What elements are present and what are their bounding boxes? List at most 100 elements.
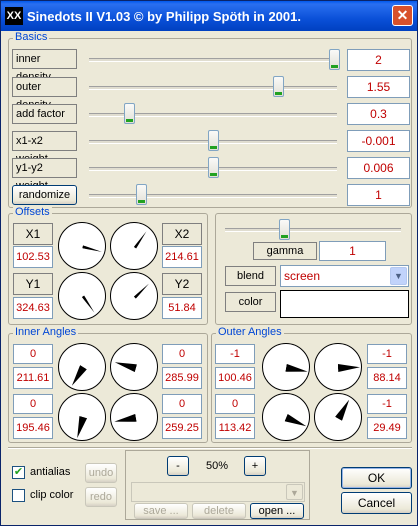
delete-button[interactable]: delete (192, 503, 246, 519)
outer-density-slider[interactable] (273, 76, 284, 97)
x1-dial-needle (82, 245, 102, 253)
y1-y2-weight-slider[interactable] (208, 157, 219, 178)
x1-dial[interactable] (58, 222, 106, 270)
y2-dial[interactable] (110, 272, 158, 320)
inner-top-left-small[interactable]: 0 (13, 344, 53, 364)
randomize-button[interactable]: randomize (12, 185, 77, 205)
zoom-in-button[interactable]: + (244, 456, 266, 476)
outer-top-right-value[interactable]: 88.14 (367, 367, 407, 389)
y2-label: Y2 (162, 273, 202, 295)
x1-x2-weight-label: x1-x2 weight (12, 131, 77, 165)
redo-button[interactable]: redo (85, 487, 117, 507)
title-bar[interactable]: XX Sinedots II V1.03 © by Philipp Spöth … (1, 1, 417, 31)
outer-bottom-right-dial[interactable] (314, 393, 362, 441)
inner-bottom-left-small[interactable]: 0 (13, 394, 53, 414)
outer-density-track[interactable] (89, 86, 337, 90)
outer-bottom-right-small[interactable]: -1 (367, 394, 407, 414)
y1-value[interactable]: 324.63 (13, 297, 53, 319)
gamma-value[interactable]: 1 (319, 241, 386, 261)
offsets-title: Offsets (13, 206, 52, 218)
outer-bottom-left-dial[interactable] (262, 393, 310, 441)
effects-group (215, 213, 412, 325)
color-swatch[interactable] (280, 290, 409, 318)
outer-bottom-left-value[interactable]: 113.42 (215, 417, 255, 439)
gamma-label: gamma (253, 242, 317, 260)
outer-top-left-dial[interactable] (262, 343, 310, 391)
outer-top-left-value[interactable]: 100.46 (215, 367, 255, 389)
outer-density-value[interactable]: 1.55 (347, 76, 410, 98)
inner-top-right-value[interactable]: 285.99 (162, 367, 202, 389)
y1-y2-weight-label: y1-y2 weight (12, 158, 77, 192)
add-factor-label: add factor (12, 104, 77, 124)
gamma-slider[interactable] (279, 219, 290, 240)
inner-top-right-dial[interactable] (110, 343, 158, 391)
undo-button[interactable]: undo (85, 463, 117, 483)
inner-density-slider[interactable] (329, 49, 340, 70)
outer-density-label: outer density (12, 77, 77, 111)
antialias-checkbox[interactable]: ✔ (12, 466, 25, 479)
outer-top-left-small[interactable]: -1 (215, 344, 255, 364)
zoom-out-button[interactable]: - (167, 456, 189, 476)
inner-density-value[interactable]: 2 (347, 49, 410, 71)
preset-select[interactable]: ▼ (131, 482, 305, 502)
y2-dial-needle (134, 283, 150, 299)
blend-select[interactable]: screen ▼ (280, 265, 409, 287)
outer-top-right-needle (338, 363, 360, 372)
y2-value[interactable]: 51.84 (162, 297, 202, 319)
y1-dial-needle (82, 295, 96, 313)
inner-bottom-left-value[interactable]: 195.46 (13, 417, 53, 439)
zoom-value: 50% (205, 460, 229, 472)
color-label: color (225, 292, 276, 312)
gamma-track[interactable] (225, 228, 401, 232)
inner-top-left-value[interactable]: 211.61 (13, 367, 53, 389)
outer-bottom-right-value[interactable]: 29.49 (367, 417, 407, 439)
inner-bottom-right-dial[interactable] (110, 393, 158, 441)
x2-value[interactable]: 214.61 (162, 246, 202, 268)
outer-top-right-small[interactable]: -1 (367, 344, 407, 364)
inner-bottom-left-needle (73, 416, 87, 439)
outer-bottom-left-small[interactable]: 0 (215, 394, 255, 414)
inner-density-label: inner density (12, 49, 77, 83)
ok-button[interactable]: OK (341, 467, 412, 489)
inner-bottom-right-needle (114, 414, 137, 426)
inner-top-right-small[interactable]: 0 (162, 344, 202, 364)
inner-bottom-left-dial[interactable] (58, 393, 106, 441)
inner-bottom-right-value[interactable]: 259.25 (162, 417, 202, 439)
preset-chevron-down-icon[interactable]: ▼ (286, 484, 303, 500)
blend-select-value: screen (284, 269, 321, 283)
cancel-button[interactable]: Cancel (341, 492, 412, 514)
x1-x2-weight-value[interactable]: -0.001 (347, 130, 410, 152)
outer-top-left-needle (285, 364, 308, 376)
open-button[interactable]: open ... (250, 503, 304, 519)
y1-y2-weight-value[interactable]: 0.006 (347, 157, 410, 179)
app-icon: XX (5, 7, 23, 25)
outer-bottom-left-needle (285, 414, 308, 430)
blend-label: blend (225, 266, 276, 286)
add-factor-track[interactable] (89, 113, 337, 117)
inner-density-track[interactable] (89, 58, 337, 62)
x2-label: X2 (162, 223, 202, 245)
x2-dial[interactable] (110, 222, 158, 270)
chevron-down-icon[interactable]: ▼ (390, 267, 407, 285)
randomize-value[interactable]: 1 (347, 184, 410, 206)
x1-x2-weight-slider[interactable] (208, 130, 219, 151)
close-icon[interactable]: ✕ (392, 5, 413, 26)
randomize-track[interactable] (89, 194, 337, 198)
inner-angles-title: Inner Angles (13, 326, 79, 338)
x1-value[interactable]: 102.53 (13, 246, 53, 268)
save-button[interactable]: save ... (134, 503, 188, 519)
y1-label: Y1 (13, 273, 53, 295)
clip-color-checkbox[interactable] (12, 489, 25, 502)
bottom-separator (8, 447, 412, 449)
inner-bottom-right-small[interactable]: 0 (162, 394, 202, 414)
add-factor-value[interactable]: 0.3 (347, 103, 410, 125)
y1-dial[interactable] (58, 272, 106, 320)
basics-title: Basics (13, 31, 50, 43)
inner-top-left-needle (68, 365, 86, 388)
inner-top-left-dial[interactable] (58, 343, 106, 391)
add-factor-slider[interactable] (124, 103, 135, 124)
outer-top-right-dial[interactable] (314, 343, 362, 391)
basics-group: Basics (8, 31, 412, 208)
randomize-slider[interactable] (136, 184, 147, 205)
